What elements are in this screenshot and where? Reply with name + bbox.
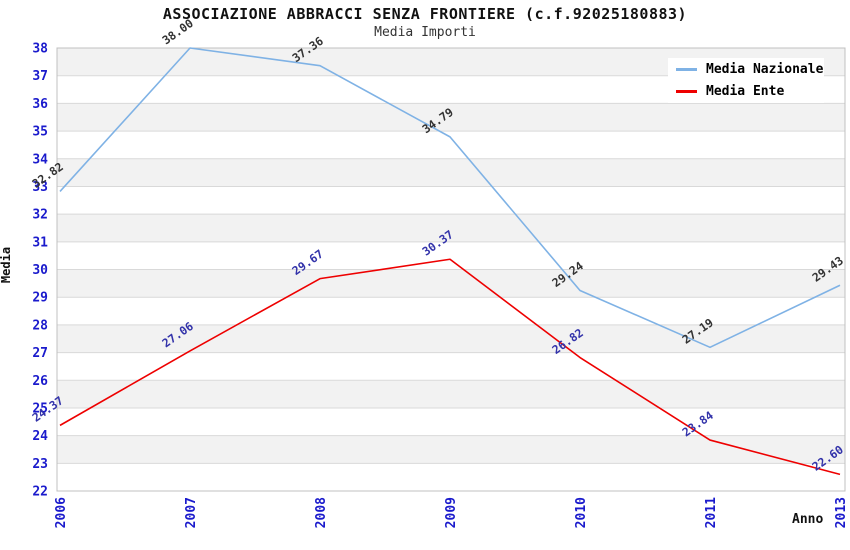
y-tick-label: 35: [32, 125, 48, 140]
media-nazionale-line: [59, 47, 841, 349]
band: [57, 269, 845, 298]
x-tick-label: 2009: [444, 497, 459, 528]
y-tick-label: 24: [32, 429, 48, 444]
x-axis-title: Anno: [792, 512, 824, 527]
y-tick-label: 31: [32, 235, 48, 250]
y-tick-label: 29: [32, 291, 48, 306]
media-ente-line: [59, 258, 841, 476]
y-tick-label: 34: [32, 152, 48, 167]
band: [57, 435, 845, 464]
x-tick-label: 2007: [184, 497, 199, 528]
legend-label-media-nazionale: Media Nazionale: [706, 62, 824, 77]
band: [57, 380, 845, 408]
y-tick-label: 28: [32, 318, 48, 333]
band: [57, 324, 845, 353]
band: [57, 158, 845, 187]
legend-label-media-ente: Media Ente: [706, 84, 785, 99]
y-tick-label: 25: [32, 401, 48, 416]
chart-subtitle: Media Importi: [374, 25, 476, 40]
chart-title: ASSOCIAZIONE ABBRACCI SENZA FRONTIERE (c…: [162, 5, 688, 23]
legend-item-media-ente: Media Ente: [676, 84, 824, 99]
band: [57, 214, 845, 242]
y-tick-label: 33: [32, 180, 48, 195]
x-tick-label: 2011: [704, 497, 719, 528]
y-tick-label: 36: [32, 97, 48, 112]
legend: Media Nazionale Media Ente: [668, 58, 824, 103]
legend-item-media-nazionale: Media Nazionale: [676, 62, 824, 77]
media-ente-value-label: 23.84: [680, 408, 716, 439]
y-tick-label: 38: [32, 42, 48, 57]
x-tick-label: 2008: [314, 497, 329, 528]
y-axis-title: Media: [0, 246, 13, 284]
plot-border: [56, 47, 846, 492]
x-tick-label: 2013: [834, 497, 849, 528]
band: [57, 103, 845, 132]
y-tick-label: 37: [32, 69, 48, 84]
x-tick-label: 2010: [574, 497, 589, 528]
y-tick-label: 23: [32, 457, 48, 472]
y-tick-label: 22: [32, 485, 48, 500]
x-tick-label: 2006: [54, 497, 69, 528]
media-nazionale-line-swatch: [676, 68, 697, 71]
media-ente-line-swatch: [676, 90, 697, 93]
y-tick-label: 30: [32, 263, 48, 278]
y-tick-label: 27: [32, 346, 48, 361]
media-ente-value-label: 24.37: [30, 393, 66, 424]
y-tick-label: 26: [32, 374, 48, 389]
media-nazionale-value-label: 38.00: [160, 16, 196, 47]
y-tick-label: 32: [32, 208, 48, 223]
